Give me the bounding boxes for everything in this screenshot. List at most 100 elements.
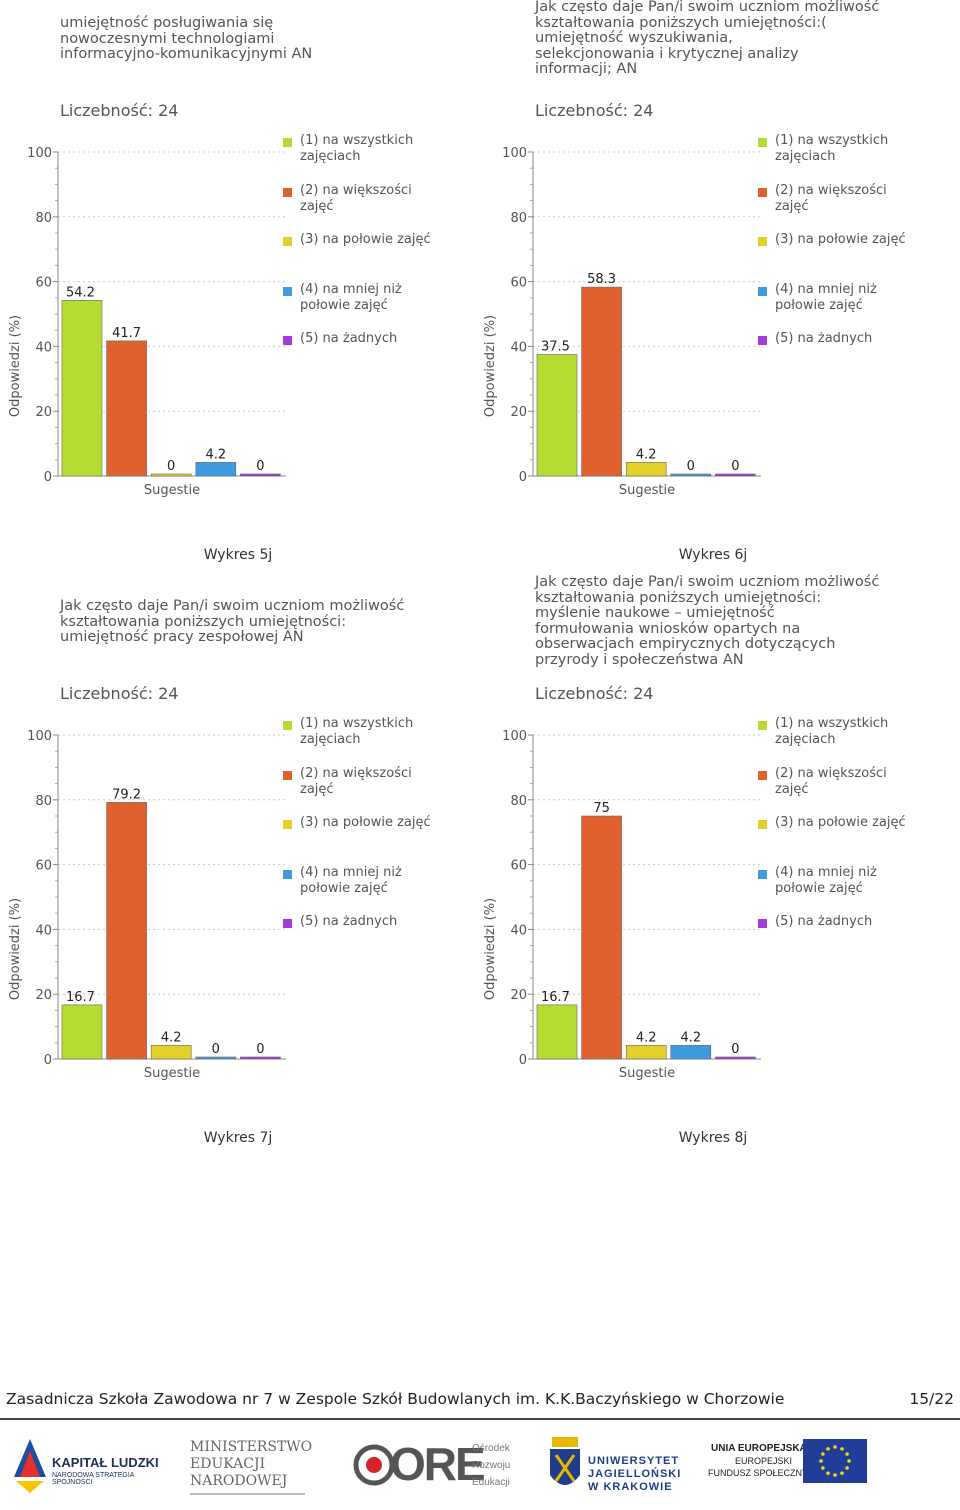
- eu-star-icon: [833, 1473, 837, 1477]
- caption-wykres-5j: Wykres 5j: [203, 547, 273, 563]
- legend-label: (2) na większości zajęć: [300, 765, 412, 797]
- legend-label: (5) na żadnych: [300, 914, 398, 929]
- chart-plot: 0 20 40 60 80 100 Odpowiedzi (%) Sugestie 16.7 79…: [8, 729, 286, 1081]
- legend-label: (4) na mniej niż połowie zajęć: [775, 281, 877, 313]
- eu-star-icon: [826, 1447, 830, 1451]
- men-line-2: EDUKACJI: [190, 1456, 266, 1472]
- bar-2: [581, 815, 622, 1060]
- chart-4: Jak często daje Pan/i swoim uczniom możl…: [475, 574, 935, 1128]
- bar-2: [106, 340, 147, 477]
- y-tick-label: 20: [510, 988, 527, 1003]
- y-tick-label: 100: [502, 729, 527, 744]
- bar-value-label: 0: [256, 459, 264, 474]
- bar-value-label: 54.2: [66, 285, 95, 300]
- legend-swatch: [758, 138, 767, 147]
- count-label: Liczebność: 24: [535, 101, 654, 120]
- legend-label: (4) na mniej niż połowie zajęć: [775, 864, 877, 896]
- uj-logo: UNIWERSYTET JAGIELLOŃSKI W KRAKOWIE: [548, 1435, 688, 1497]
- caption-wykres-7j: Wykres 7j: [203, 1130, 273, 1146]
- y-tick-label: 100: [27, 729, 52, 744]
- y-tick-label: 40: [35, 340, 52, 355]
- legend-label: (5) na żadnych: [775, 914, 873, 929]
- chart-title: umiejętność posługiwania się nowoczesnym…: [60, 15, 313, 63]
- bar-value-label: 0: [167, 459, 175, 474]
- uj-line-2: JAGIELLOŃSKI: [588, 1468, 682, 1480]
- footer-divider: [0, 1418, 960, 1420]
- legend-label: (2) na większości zajęć: [775, 182, 887, 214]
- bar-value-label: 4.2: [205, 447, 226, 462]
- legend-swatch: [283, 138, 292, 147]
- count-label: Liczebność: 24: [60, 101, 179, 120]
- y-tick-label: 20: [510, 405, 527, 420]
- bar-value-label: 4.2: [161, 1030, 182, 1045]
- kapital-ludzki-logo: KAPITAŁ LUDZKI NARODOWA STRATEGIA SPÓJNO…: [10, 1435, 170, 1497]
- y-tick-label: 40: [35, 923, 52, 938]
- y-tick-label: 60: [510, 276, 527, 291]
- uj-line-1: UNIWERSYTET: [588, 1455, 680, 1467]
- chart-title: Jak często daje Pan/i swoim uczniom możl…: [60, 598, 405, 646]
- legend-label: (1) na wszystkich zajęciach: [300, 716, 414, 747]
- bar-5: [715, 473, 756, 477]
- legend-label: (2) na większości zajęć: [300, 182, 412, 214]
- legend-swatch: [758, 770, 767, 780]
- bar-2: [581, 286, 622, 477]
- legend-swatch: [283, 336, 292, 345]
- kl-subtitle: NARODOWA STRATEGIA SPÓJNOŚCI: [52, 1472, 135, 1486]
- bar-4: [670, 1045, 712, 1060]
- legend-swatch: [758, 820, 767, 829]
- men-line-1: MINISTERSTWO: [190, 1439, 313, 1455]
- ue-line-3: FUNDUSZ SPOŁECZNY: [708, 1468, 809, 1478]
- eu-star-icon: [833, 1445, 837, 1449]
- y-tick-label: 0: [519, 470, 527, 485]
- bar-1: [536, 354, 578, 477]
- chart-1: umiejętność posługiwania się nowoczesnym…: [0, 0, 460, 545]
- bar-5: [240, 1056, 281, 1060]
- bar-value-label: 0: [687, 459, 695, 474]
- bar-value-label: 79.2: [112, 787, 141, 802]
- eu-star-icon: [821, 1452, 825, 1456]
- y-tick-label: 80: [35, 794, 52, 809]
- bar-value-label: 4.2: [680, 1030, 701, 1045]
- chart-plot: 0 20 40 60 80 100 Odpowiedzi (%) Sugestie 54.2 41…: [8, 146, 286, 498]
- y-tick-label: 20: [35, 988, 52, 1003]
- y-tick-label: 100: [502, 146, 527, 161]
- legend-swatch: [758, 286, 767, 296]
- bar-value-label: 0: [256, 1042, 264, 1057]
- uj-line-3: W KRAKOWIE: [588, 1481, 673, 1493]
- ore-line-3: Edukacji: [472, 1477, 510, 1488]
- page-number: 15/22: [909, 1390, 954, 1408]
- x-axis-label: Sugestie: [619, 483, 675, 498]
- bar-value-label: 75: [593, 801, 610, 816]
- y-tick-label: 20: [35, 405, 52, 420]
- bar-1: [536, 1004, 578, 1060]
- men-line-3: NARODOWEJ: [190, 1473, 288, 1489]
- chart-3: Jak często daje Pan/i swoim uczniom możl…: [0, 583, 460, 1128]
- ore-logo: ORE Ośrodek Rozwoju Edukacji: [352, 1435, 522, 1497]
- legend-label: (3) na połowie zajęć: [775, 232, 906, 247]
- bar-4: [195, 1056, 237, 1060]
- legend-swatch: [283, 820, 292, 829]
- bar-2: [106, 802, 147, 1060]
- men-underline: [190, 1493, 305, 1495]
- ue-line-2: EUROPEJSKI: [735, 1456, 793, 1466]
- eu-star-icon: [819, 1459, 823, 1463]
- ore-circle-icon: [353, 1444, 395, 1486]
- ue-logo: UNIA EUROPEJSKA EUROPEJSKI FUNDUSZ SPOŁE…: [705, 1435, 870, 1497]
- bar-4: [195, 462, 237, 477]
- legend-swatch: [758, 869, 767, 879]
- chart-plot: 0 20 40 60 80 100 Odpowiedzi (%) Sugestie 16.7 75…: [483, 729, 761, 1081]
- bar-5: [240, 473, 281, 477]
- legend-label: (1) na wszystkich zajęciach: [775, 133, 889, 164]
- chart-title: Jak często daje Pan/i swoim uczniom możl…: [535, 574, 880, 668]
- chart-plot: 0 20 40 60 80 100 Odpowiedzi (%) Sugestie 37.5 58…: [483, 146, 761, 498]
- y-tick-label: 40: [510, 923, 527, 938]
- y-tick-label: 80: [510, 211, 527, 226]
- y-tick-label: 0: [519, 1053, 527, 1068]
- legend-label: (5) na żadnych: [300, 331, 398, 346]
- bar-value-label: 0: [212, 1042, 220, 1057]
- legend-label: (2) na większości zajęć: [775, 765, 887, 797]
- legend-swatch: [758, 919, 767, 928]
- bar-value-label: 37.5: [541, 340, 570, 355]
- legend-label: (4) na mniej niż połowie zajęć: [300, 281, 402, 313]
- bar-value-label: 41.7: [112, 326, 141, 341]
